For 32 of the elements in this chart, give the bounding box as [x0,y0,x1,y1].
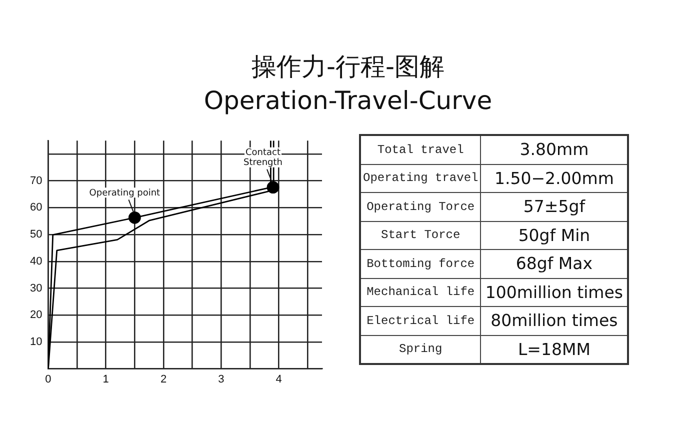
y-tick-label: 10 [30,336,42,348]
text: Mechanical life [360,278,481,306]
text: Start Torce [360,221,481,250]
y-tick-label: 50 [30,228,42,241]
chart-subtitle: Operation-Travel-Curve [202,85,494,117]
text: 50gf Min [480,221,628,250]
text: Electrical life [360,306,481,335]
text: Operating travel [360,164,481,192]
annotation: Operating point [89,188,161,198]
text: Bottoming force [360,250,481,278]
x-tick-label: 0 [45,373,52,386]
text: 80million times [480,306,628,335]
text: 1.50−2.00mm [480,164,628,192]
text: 3.80mm [480,135,628,164]
y-tick-label: 40 [30,255,42,268]
text: 100million times [480,278,628,306]
text: Spring [360,335,481,364]
y-tick-label: 60 [30,202,42,214]
x-tick-label: 3 [218,373,224,386]
chart-title: 操作力-行程-图解 [250,51,446,83]
text: Operating Torce [360,192,481,221]
x-tick-label: 1 [102,373,109,386]
y-tick-label: 20 [30,309,42,322]
y-tick-label: 70 [30,174,42,187]
annotation: Contact Strength [244,148,282,168]
y-tick-label: 30 [30,282,42,294]
text: 57±5gf [480,192,628,221]
x-tick-label: 2 [160,373,167,386]
text: Total travel [360,135,481,164]
text: L=18MM [480,335,628,364]
text: 68gf Max [480,250,628,278]
x-tick-label: 4 [276,373,282,386]
